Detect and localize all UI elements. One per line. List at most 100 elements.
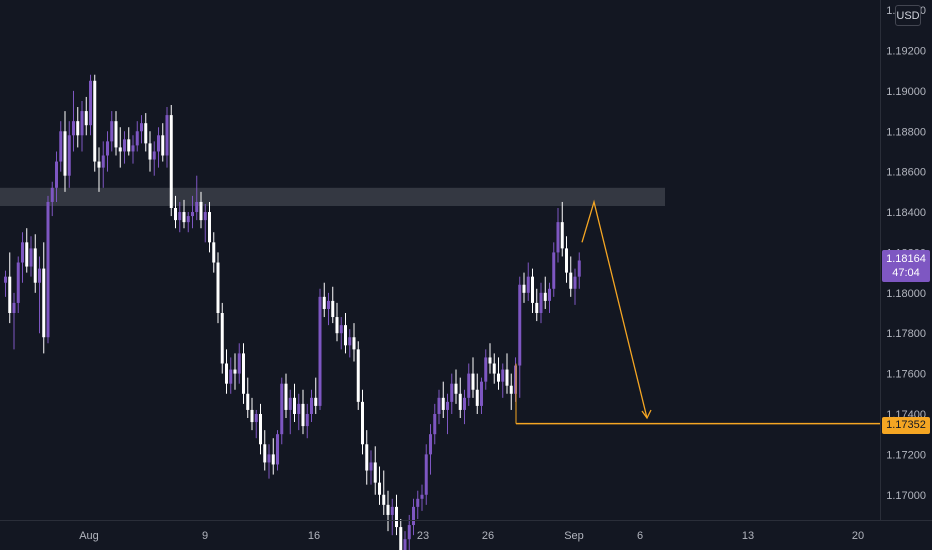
x-tick-label: 23 [417,530,429,542]
candle-body [16,262,20,303]
candle [437,389,441,425]
candle-body [59,131,63,162]
candle-body [131,145,135,152]
candle [424,444,428,505]
candle-body [182,212,186,223]
candle [63,111,67,192]
candle-body [50,187,54,202]
candle-body [203,212,207,221]
candle [135,121,139,152]
candle [492,353,496,384]
x-tick-label: 26 [482,530,494,542]
candle [467,363,471,406]
candle-body [501,369,505,382]
candle [454,369,458,404]
candle [539,282,543,324]
candle-body [21,242,24,263]
candle-body [259,413,262,445]
candle-body [229,369,233,384]
candle-body [114,121,118,148]
current-price-value: 1.18164 [886,253,926,265]
candle [233,353,237,390]
candle-body [237,353,241,374]
candle-body [63,131,67,176]
currency-badge[interactable]: USD [895,5,921,26]
candle [488,343,492,374]
candle [565,236,568,283]
candle-body [212,242,216,263]
candle-body [407,525,411,540]
candle-body [293,397,296,414]
candle-body [484,357,488,382]
candle-body [144,123,148,144]
candle [416,490,420,519]
candle-body [318,296,322,406]
candle [505,353,509,394]
candle-body [208,212,211,243]
candle-body [390,506,394,515]
candle [106,131,109,172]
candle-body [199,201,203,221]
candle [271,438,275,475]
x-tick-label: 6 [637,530,643,542]
candle-body [565,248,568,273]
candle-body [97,161,101,168]
candle [407,514,411,550]
candle-body [454,383,458,394]
candle [76,107,80,148]
candle [458,377,462,419]
candle [225,349,228,394]
candle-body [174,208,177,221]
candle [471,357,475,398]
candle-body [4,276,7,283]
candle-body [361,401,364,445]
candle [365,430,369,485]
candle [59,121,63,172]
candle-body [110,121,114,142]
candle [339,317,343,350]
candle [399,518,403,550]
candle-body [233,369,237,374]
x-axis-divider [0,520,932,521]
candle [373,446,377,495]
candle-body [475,389,479,406]
candle [131,135,135,164]
candle-body [80,111,84,136]
candle-body [25,242,29,267]
candle [344,313,347,354]
candle [101,141,105,188]
candle-body [548,288,551,301]
candle [267,444,271,479]
y-tick-label: 1.18800 [886,126,926,138]
candle-body [480,381,483,406]
y-tick-label: 1.19000 [886,86,926,98]
candle [191,195,194,229]
candle [199,191,203,229]
candle [144,113,148,152]
candle [403,531,407,550]
candle [29,236,33,277]
candle-body [471,373,475,390]
candle [297,393,301,431]
candle-body [446,401,449,410]
candle-body [399,527,403,550]
candle [161,123,165,162]
candle [420,484,424,511]
candle [531,268,534,314]
candle [293,383,296,423]
candle [556,208,560,263]
arrow-head [641,409,652,420]
candle [327,292,330,326]
candle [263,430,267,471]
candle-body [301,403,305,427]
candle-body [93,80,97,162]
candle-body [148,143,152,160]
candle [4,270,7,297]
candle [386,490,390,532]
x-tick-label: Aug [79,530,99,542]
candle [67,121,71,188]
candle [509,373,513,410]
candle-body [467,373,471,398]
